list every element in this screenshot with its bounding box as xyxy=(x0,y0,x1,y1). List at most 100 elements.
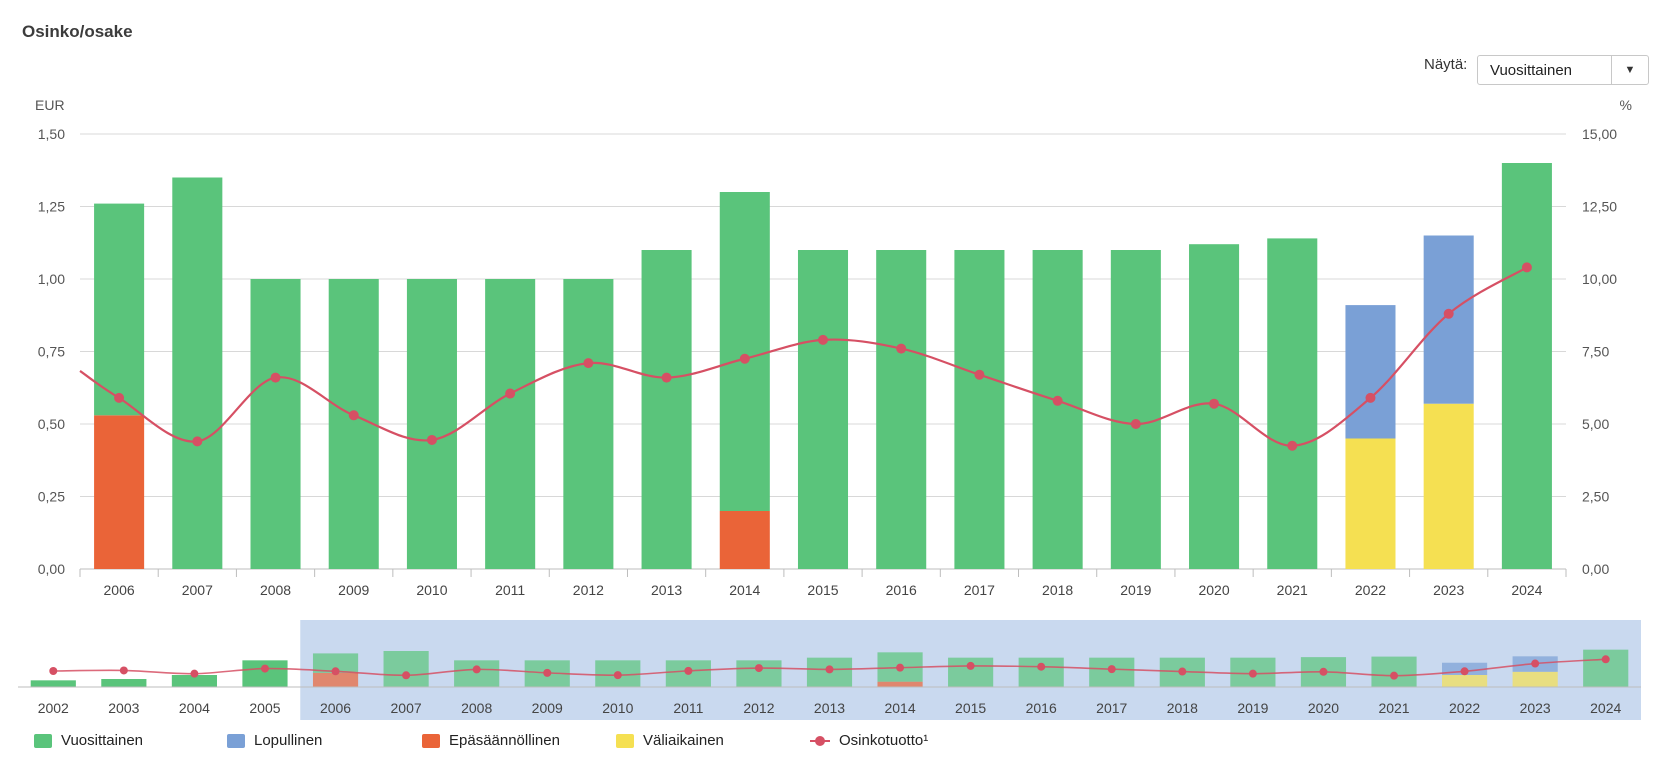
yield-point xyxy=(896,343,907,354)
x-tick-label: 2016 xyxy=(886,582,917,598)
yield-point xyxy=(818,334,828,345)
x-tick-label: 2024 xyxy=(1511,582,1542,598)
chevron-down-icon[interactable]: ▼ xyxy=(1611,56,1648,84)
navigator-bar xyxy=(30,680,76,687)
navigator-yield-point xyxy=(49,667,58,675)
navigator-tick-label: 2014 xyxy=(884,700,915,716)
navigator-tick-label: 2011 xyxy=(673,700,703,716)
left-tick-label: 1,50 xyxy=(38,126,65,142)
navigator-bar xyxy=(1512,671,1558,687)
x-tick-label: 2017 xyxy=(964,582,995,598)
x-tick-label: 2006 xyxy=(104,582,135,598)
yield-point xyxy=(348,410,359,421)
bar-segment xyxy=(876,250,927,569)
navigator-yield-point xyxy=(119,666,128,675)
right-axis-label: % xyxy=(1620,97,1632,113)
x-tick-label: 2018 xyxy=(1042,582,1073,598)
navigator-bar xyxy=(101,679,147,687)
bar-segment xyxy=(719,192,770,511)
bar-segment xyxy=(719,511,770,569)
left-tick-label: 0,75 xyxy=(38,344,65,360)
left-tick-label: 0,00 xyxy=(38,561,65,577)
legend-swatch-annual xyxy=(34,733,52,748)
chart-title: Osinko/osake xyxy=(22,22,133,41)
navigator-yield-point xyxy=(613,671,622,680)
yield-point xyxy=(1209,398,1220,409)
navigator-yield-point xyxy=(1319,667,1328,676)
navigator-tick-label: 2010 xyxy=(602,700,633,716)
right-tick-label: 10,00 xyxy=(1582,271,1617,287)
navigator-tick-label: 2017 xyxy=(1096,700,1127,716)
x-tick-label: 2011 xyxy=(495,582,525,598)
legend-label-interim: Väliaikainen xyxy=(643,732,724,749)
navigator-tick-label: 2006 xyxy=(320,700,351,716)
bar-segment xyxy=(328,279,379,569)
x-tick-label: 2019 xyxy=(1120,582,1151,598)
legend-item-annual[interactable]: Vuosittainen xyxy=(34,732,143,749)
navigator-yield-point xyxy=(754,664,763,673)
yield-point xyxy=(1052,395,1063,406)
x-tick-label: 2007 xyxy=(182,582,213,598)
navigator-tick-label: 2003 xyxy=(108,700,139,716)
legend-item-interim[interactable]: Väliaikainen xyxy=(616,732,724,749)
left-tick-label: 1,00 xyxy=(38,271,65,287)
bar-segment xyxy=(406,279,457,569)
navigator-yield-point xyxy=(1037,662,1046,671)
legend-label-annual: Vuosittainen xyxy=(61,732,144,749)
right-tick-label: 2,50 xyxy=(1582,489,1609,505)
x-tick-label: 2020 xyxy=(1198,582,1229,598)
legend-label-final: Lopullinen xyxy=(254,732,323,749)
legend-label-yield: Osinkotuotto¹ xyxy=(839,732,929,749)
navigator-tick-label: 2022 xyxy=(1449,700,1480,716)
bar-segment xyxy=(1423,403,1474,569)
left-axis-label: EUR xyxy=(35,97,65,113)
bar-segment xyxy=(485,279,536,569)
navigator-bar xyxy=(312,653,359,673)
bar-segment xyxy=(641,250,692,569)
view-select[interactable]: Vuosittainen ▼ xyxy=(1477,55,1649,85)
bar-segment xyxy=(94,203,145,416)
right-tick-label: 12,50 xyxy=(1582,199,1617,215)
yield-point xyxy=(739,353,750,364)
bar-segment xyxy=(954,250,1005,569)
navigator-yield-point xyxy=(1390,671,1399,680)
navigator-tick-label: 2004 xyxy=(179,700,210,716)
legend-swatch-yield xyxy=(810,734,830,748)
yield-point xyxy=(505,388,516,399)
left-tick-label: 1,25 xyxy=(38,199,65,215)
legend-item-yield[interactable]: Osinkotuotto¹ xyxy=(810,732,928,749)
legend-item-final[interactable]: Lopullinen xyxy=(227,732,322,749)
yield-point xyxy=(192,436,203,447)
navigator-tick-label: 2021 xyxy=(1378,700,1409,716)
navigator-bar xyxy=(242,660,288,687)
x-tick-label: 2014 xyxy=(729,582,760,598)
navigator-yield-point xyxy=(190,669,199,678)
x-tick-label: 2022 xyxy=(1355,582,1386,598)
legend-swatch-extra xyxy=(422,733,440,748)
navigator-yield-point xyxy=(896,663,905,672)
x-tick-label: 2008 xyxy=(260,582,291,598)
right-tick-label: 5,00 xyxy=(1582,416,1609,432)
x-tick-label: 2013 xyxy=(651,582,682,598)
legend-item-extra[interactable]: Epäsäännöllinen xyxy=(422,732,560,749)
navigator-tick-label: 2002 xyxy=(38,700,69,716)
x-tick-label: 2021 xyxy=(1277,582,1308,598)
x-tick-label: 2023 xyxy=(1433,582,1464,598)
navigator-yield-point xyxy=(1460,667,1469,676)
navigator-yield-point xyxy=(1601,655,1610,664)
navigator-yield-point xyxy=(966,661,975,670)
bar-segment xyxy=(1501,163,1552,569)
x-tick-label: 2012 xyxy=(573,582,604,598)
legend-swatch-interim xyxy=(616,733,634,748)
bar-segment xyxy=(172,177,223,569)
bar-segment xyxy=(94,415,145,569)
navigator-yield-point xyxy=(260,664,269,673)
navigator-yield-point xyxy=(402,671,411,680)
bar-segment xyxy=(250,279,301,569)
bar-segment xyxy=(797,250,849,569)
navigator-yield-point xyxy=(543,668,552,677)
bar-segment xyxy=(563,279,614,569)
navigator-tick-label: 2013 xyxy=(814,700,845,716)
navigator-bar xyxy=(171,675,217,687)
navigator-tick-label: 2016 xyxy=(1026,700,1057,716)
